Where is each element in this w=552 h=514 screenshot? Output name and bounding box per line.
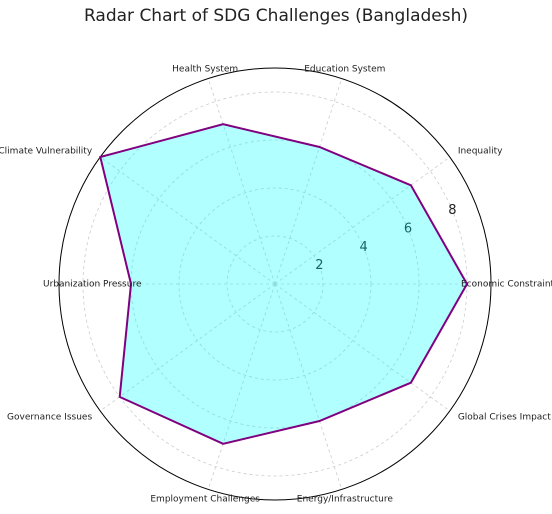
category-label: Climate Vulnerability [0,147,93,157]
spoke [100,283,276,412]
category-label: Urbanization Pressure [43,280,142,290]
outer-circle [58,67,492,501]
category-label: Economic Constraints [461,280,552,290]
category-label: Employment Challenges [150,494,260,504]
category-label: Inequality [458,147,503,157]
grid-circle [178,187,372,381]
r-tick-label: 6 [404,221,412,236]
category-label: Governance Issues [7,412,92,422]
chart-title: Radar Chart of SDG Challenges (Banglades… [84,6,468,26]
r-tick-label: 8 [448,203,456,218]
spoke [274,283,450,412]
spoke [274,78,343,285]
category-label: Global Crises Impact [458,412,551,422]
spoke [100,156,276,285]
r-tick-label: 4 [360,240,368,255]
spoke [207,78,276,285]
category-label: Education System [304,65,385,75]
spoke [274,156,450,285]
grid-circle [226,235,324,333]
category-label: Energy/Infrastructure [297,494,394,504]
category-label: Health System [172,65,238,75]
spoke [274,283,343,490]
radar-area [99,123,469,445]
spoke [207,283,276,490]
r-tick-label: 2 [315,258,323,273]
